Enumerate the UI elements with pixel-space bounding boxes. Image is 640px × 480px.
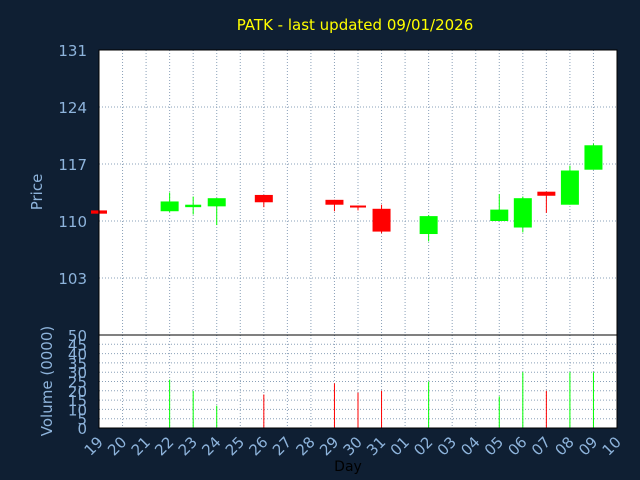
price-tick-label: 117 xyxy=(58,156,87,174)
x-axis-label: Day xyxy=(334,459,362,475)
volume-tick-label: 5 xyxy=(77,411,87,429)
volume-tick-label: 30 xyxy=(68,364,87,382)
candle-body xyxy=(325,199,344,205)
volume-bars xyxy=(169,372,594,428)
price-candles xyxy=(91,143,603,242)
candle-body xyxy=(160,201,179,212)
date-axis: 1920212223242526272829303101020304050607… xyxy=(81,433,625,459)
candle-body xyxy=(254,194,273,203)
candle-body xyxy=(419,216,438,235)
volume-tick-label: 0 xyxy=(77,420,87,438)
price-tick-label: 124 xyxy=(58,99,87,117)
volume-tick-label: 25 xyxy=(68,374,87,392)
candle-body xyxy=(207,198,226,207)
candle-body xyxy=(490,209,509,221)
volume-tick-label: 40 xyxy=(68,346,87,364)
candle-body xyxy=(560,170,579,205)
candle-body xyxy=(513,198,532,228)
price-tick-label: 110 xyxy=(58,213,87,231)
chart-title: PATK - last updated 09/01/2026 xyxy=(237,16,474,34)
volume-tick-label: 35 xyxy=(68,355,87,373)
candle-body xyxy=(584,145,603,170)
volume-plot-border xyxy=(98,334,618,429)
candle-body xyxy=(372,208,391,232)
volume-tick-label: 15 xyxy=(68,392,87,410)
volume-tick-label: 45 xyxy=(68,336,87,354)
price-tick-label: 103 xyxy=(58,270,87,288)
volume-tick-label: 10 xyxy=(68,401,87,419)
volume-tick-label: 20 xyxy=(68,383,87,401)
price-tick-label: 131 xyxy=(58,42,87,60)
price-axis-label: Price xyxy=(28,174,46,211)
volume-tick-label: 50 xyxy=(68,327,87,345)
candle-body xyxy=(537,191,556,196)
price-axis: 103 110 117 124 131 xyxy=(58,42,87,288)
volume-axis-label: Volume (0000) xyxy=(38,326,56,436)
candle-body xyxy=(185,204,202,208)
candle-body xyxy=(350,205,366,208)
